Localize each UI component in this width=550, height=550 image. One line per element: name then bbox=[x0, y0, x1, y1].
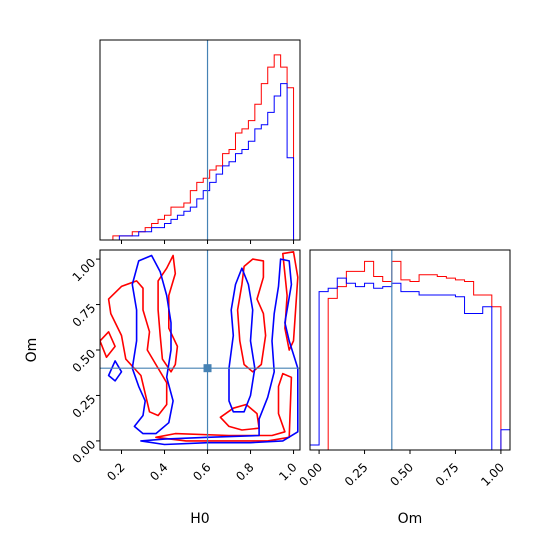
om-histogram-series-1 bbox=[310, 260, 510, 450]
joint-x-tick-label-1: 0.2 bbox=[104, 460, 127, 483]
om-x-tick-label-4: 0.75 bbox=[433, 460, 462, 489]
joint-x-tick-label-4: 0.8 bbox=[233, 460, 256, 483]
contour-series-2-level-4 bbox=[107, 360, 123, 382]
contour-series-1-level-6 bbox=[219, 403, 260, 431]
joint-y-tick-label-4: 0.75 bbox=[70, 301, 99, 330]
om-x-tick-label-2: 0.25 bbox=[342, 460, 371, 489]
x-axis-label-om: Om bbox=[398, 511, 423, 527]
om-x-tick-label-5: 1.00 bbox=[478, 460, 507, 489]
h0-om-joint-panel: 0.2 0.4 0.6 0.8 1.00.000.250.500.751.00 H0 O… bbox=[24, 249, 301, 527]
h0-marginal-panel bbox=[99, 39, 301, 244]
h0-histogram-series-2 bbox=[100, 83, 295, 240]
contour-series-1-level-7 bbox=[100, 331, 116, 359]
om-histogram-series-2 bbox=[310, 277, 510, 450]
om-marginal-panel: 0.00 0.25 0.50 0.75 1.00 Om bbox=[296, 249, 511, 527]
joint-x-tick-label-2: 0.4 bbox=[147, 460, 170, 483]
contour-series-1-level-4 bbox=[236, 258, 267, 373]
joint-y-tick-label-3: 0.50 bbox=[70, 346, 99, 375]
x-axis-label-h0: H0 bbox=[190, 511, 209, 527]
om-x-tick-label-3: 0.50 bbox=[387, 460, 416, 489]
joint-frame bbox=[99, 249, 301, 451]
contour-series-1-level-3 bbox=[157, 254, 179, 373]
y-axis-label-om: Om bbox=[24, 338, 40, 363]
h0-marginal-frame bbox=[99, 39, 301, 241]
h0-histogram-series-1 bbox=[100, 54, 295, 240]
om-x-tick-label-1: 0.00 bbox=[296, 460, 325, 489]
contour-series-2-level-1 bbox=[140, 258, 299, 446]
contour-series-2-level-2 bbox=[131, 254, 174, 435]
joint-y-tick-label-1: 0.00 bbox=[70, 437, 99, 466]
joint-x-tick-label-3: 0.6 bbox=[190, 460, 213, 483]
joint-y-tick-label-2: 0.25 bbox=[70, 392, 99, 421]
contour-series-2-level-3 bbox=[228, 267, 256, 413]
contour-series-1-level-2 bbox=[107, 280, 168, 417]
joint-truth-marker bbox=[203, 364, 212, 373]
joint-y-tick-label-5: 1.00 bbox=[70, 256, 99, 285]
